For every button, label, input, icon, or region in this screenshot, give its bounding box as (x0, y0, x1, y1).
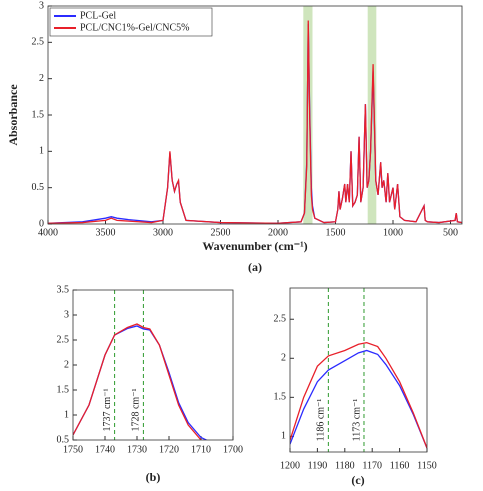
x-tick-label: 3500 (96, 227, 116, 238)
x-tick-label: 500 (443, 227, 458, 238)
marker-label: 1737 cm⁻¹ (102, 389, 113, 432)
x-tick-label: 1740 (95, 444, 115, 455)
series-line (73, 323, 203, 440)
marker-label: 1173 cm⁻¹ (351, 399, 362, 442)
x-tick-label: 1190 (308, 460, 328, 471)
y-tick-label: 1.5 (32, 109, 45, 120)
series-line (290, 341, 427, 449)
y-tick-label: 1 (64, 409, 69, 420)
legend-label: PCL/CNC1%-Gel/CNC5% (80, 22, 189, 33)
x-tick-label: 1150 (417, 460, 437, 471)
y-tick-label: 0.5 (57, 434, 70, 445)
legend-label: PCL-Gel (80, 10, 116, 21)
y-tick-label: 2 (281, 353, 286, 364)
caption: (c) (351, 473, 364, 487)
y-tick-label: 0 (39, 218, 44, 229)
y-tick-label: 2.5 (274, 314, 287, 325)
y-tick-label: 3.5 (57, 284, 70, 295)
axes-box (47, 5, 463, 225)
y-tick-label: 3 (39, 0, 44, 11)
x-axis-label: Wavenumber (cm⁻¹) (202, 239, 307, 253)
x-tick-label: 1710 (191, 444, 211, 455)
y-tick-label: 2 (39, 73, 44, 84)
y-tick-label: 1.5 (57, 384, 70, 395)
y-tick-label: 2.5 (32, 37, 45, 48)
y-tick-label: 3 (64, 309, 69, 320)
series-line (73, 325, 208, 440)
axes-box (72, 289, 234, 441)
series-line (48, 24, 462, 224)
x-tick-label: 1160 (390, 460, 410, 471)
caption: (b) (146, 470, 161, 484)
x-tick-label: 1180 (335, 460, 355, 471)
marker-label: 1728 cm⁻¹ (131, 389, 142, 432)
x-tick-label: 1500 (326, 227, 346, 238)
axes-box (289, 287, 428, 453)
series-line (290, 349, 427, 449)
y-tick-label: 1 (39, 146, 44, 157)
x-tick-label: 1000 (383, 227, 403, 238)
legend-box (49, 7, 213, 37)
x-tick-label: 1750 (63, 444, 83, 455)
x-tick-label: 1170 (362, 460, 382, 471)
y-axis-label: Absorbance (6, 84, 20, 146)
y-tick-label: 1 (281, 431, 286, 442)
caption: (a) (248, 260, 262, 274)
y-tick-label: 1.5 (274, 392, 287, 403)
marker-label: 1186 cm⁻¹ (316, 399, 327, 442)
x-tick-label: 4000 (38, 227, 58, 238)
x-tick-label: 2500 (211, 227, 231, 238)
x-tick-label: 1730 (127, 444, 147, 455)
x-tick-label: 3000 (153, 227, 173, 238)
y-tick-label: 2 (64, 359, 69, 370)
y-tick-label: 0.5 (32, 182, 45, 193)
x-tick-label: 1720 (159, 444, 179, 455)
x-tick-label: 1200 (280, 460, 300, 471)
x-tick-label: 1700 (223, 444, 243, 455)
series-line (48, 20, 462, 224)
x-tick-label: 2000 (268, 227, 288, 238)
y-tick-label: 2.5 (57, 334, 70, 345)
